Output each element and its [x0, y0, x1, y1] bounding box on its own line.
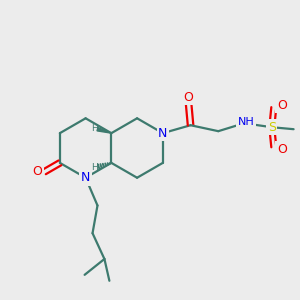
Text: O: O	[277, 99, 286, 112]
Text: O: O	[32, 165, 42, 178]
Text: O: O	[277, 142, 286, 155]
Text: N: N	[158, 127, 167, 140]
Text: O: O	[184, 91, 194, 104]
Text: N: N	[81, 171, 90, 184]
Text: S: S	[268, 121, 276, 134]
Text: H: H	[91, 163, 98, 172]
Text: H: H	[91, 124, 98, 133]
Text: NH: NH	[238, 117, 254, 127]
Polygon shape	[97, 128, 111, 133]
